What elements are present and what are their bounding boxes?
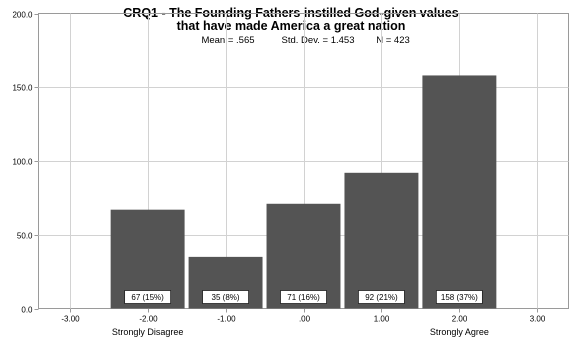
y-tick-label: 50.0 [17, 232, 33, 241]
stat-mean: Mean = .565 [201, 35, 254, 46]
x-tick-label: 1.00 [374, 315, 390, 324]
histogram-bar [422, 75, 497, 309]
y-tick-label: 150.0 [12, 84, 33, 93]
bar-count-label: 92 (21%) [365, 293, 398, 302]
bar-count-label: 71 (16%) [287, 293, 320, 302]
x-tick-label: .00 [299, 315, 311, 324]
bar-layer: 67 (15%) 35 (8%) 71 (16%) 92 (21%) 158 (37%) [110, 75, 497, 309]
stat-n: N = 423 [376, 35, 410, 46]
bar-count-label-box [358, 290, 405, 304]
bar-count-label: 67 (15%) [131, 293, 164, 302]
x-tick-label: -3.00 [61, 315, 80, 324]
histogram-bar [344, 172, 419, 309]
x-tick-label: 2.00 [452, 315, 468, 324]
bar-count-label-box [280, 290, 327, 304]
x-tick-label: -2.00 [139, 315, 158, 324]
stat-std-dev: Std. Dev. = 1.453 [282, 35, 355, 46]
x-category-annotation: Strongly Agree [430, 327, 489, 337]
y-tick-label: 200.0 [12, 11, 33, 20]
y-tick-label: 100.0 [12, 158, 33, 167]
x-tick-label: -1.00 [217, 315, 236, 324]
bar-count-label-box [202, 290, 249, 304]
x-category-annotation: Strongly Disagree [112, 327, 184, 337]
bar-count-label-box [435, 290, 483, 304]
bar-count-label: 35 (8%) [212, 293, 240, 302]
x-tick-label: 3.00 [530, 315, 546, 324]
tick-layer: -3.00 -2.00 -1.00 .00 1.00 2.00 3.00 0.0 50.0 100… [12, 11, 545, 338]
bar-count-label: 158 (37%) [441, 293, 478, 302]
chart-title-line-2: that have made America a great nation [177, 19, 406, 33]
y-tick-label: 0.0 [21, 306, 33, 315]
bar-count-label-box [124, 290, 172, 304]
